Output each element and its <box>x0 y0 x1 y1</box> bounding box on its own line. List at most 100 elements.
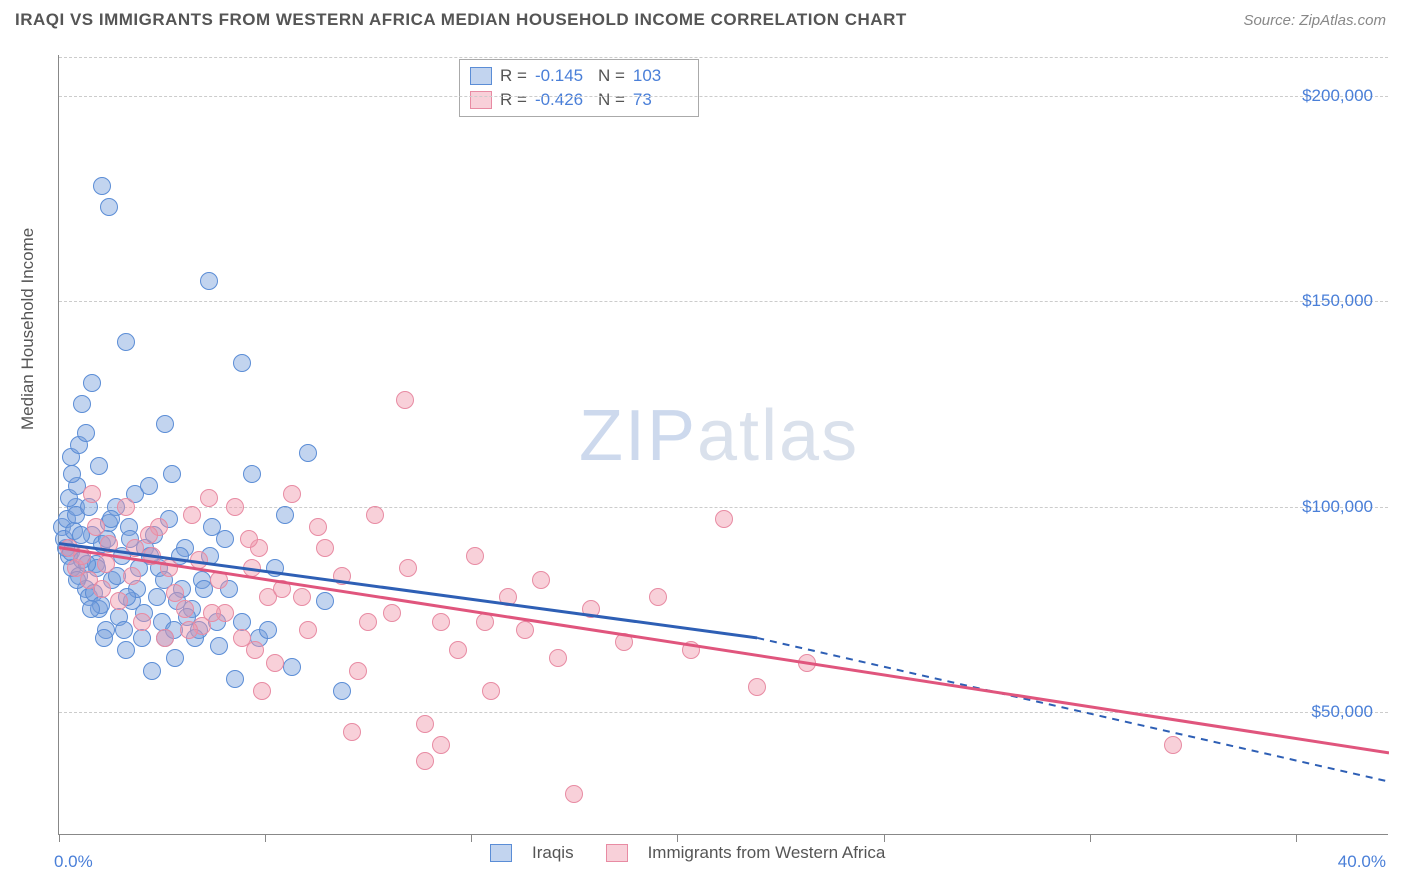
data-point <box>133 613 151 631</box>
data-point <box>140 477 158 495</box>
data-point <box>476 613 494 631</box>
swatch-series1 <box>470 67 492 85</box>
data-point <box>649 588 667 606</box>
data-point <box>316 592 334 610</box>
data-point <box>349 662 367 680</box>
data-point <box>1164 736 1182 754</box>
data-point <box>748 678 766 696</box>
data-point <box>383 604 401 622</box>
data-point <box>110 592 128 610</box>
legend-label-1: Iraqis <box>532 843 574 863</box>
n-value-2: 73 <box>633 90 688 110</box>
data-point <box>203 518 221 536</box>
data-point <box>333 682 351 700</box>
data-point <box>233 613 251 631</box>
data-point <box>156 629 174 647</box>
data-point <box>216 530 234 548</box>
data-point <box>299 444 317 462</box>
data-point <box>117 333 135 351</box>
y-axis-label: Median Household Income <box>18 228 38 430</box>
watermark-part1: ZIP <box>579 396 697 476</box>
n-value-1: 103 <box>633 66 688 86</box>
gridline <box>59 712 1388 713</box>
data-point <box>266 559 284 577</box>
data-point <box>203 604 221 622</box>
r-value-2: -0.426 <box>535 90 590 110</box>
data-point <box>226 670 244 688</box>
data-point <box>432 736 450 754</box>
legend-swatch-1 <box>490 844 512 862</box>
n-label-1: N = <box>598 66 625 86</box>
data-point <box>273 580 291 598</box>
data-point <box>87 518 105 536</box>
data-point <box>416 715 434 733</box>
data-point <box>166 649 184 667</box>
data-point <box>143 662 161 680</box>
data-point <box>266 654 284 672</box>
data-point <box>715 510 733 528</box>
swatch-series2 <box>470 91 492 109</box>
data-point <box>549 649 567 667</box>
data-point <box>83 485 101 503</box>
data-point <box>210 571 228 589</box>
data-point <box>333 567 351 585</box>
data-point <box>259 621 277 639</box>
data-point <box>140 526 158 544</box>
data-point <box>77 424 95 442</box>
data-point <box>83 374 101 392</box>
gridline <box>59 96 1388 97</box>
data-point <box>276 506 294 524</box>
data-point <box>283 658 301 676</box>
data-point <box>82 600 100 618</box>
data-point <box>615 633 633 651</box>
data-point <box>316 539 334 557</box>
bottom-legend: Iraqis Immigrants from Western Africa <box>490 843 885 863</box>
y-tick-label: $200,000 <box>1302 86 1373 106</box>
data-point <box>233 354 251 372</box>
data-point <box>243 465 261 483</box>
data-point <box>582 600 600 618</box>
gridline <box>59 301 1388 302</box>
data-point <box>309 518 327 536</box>
x-tick <box>884 834 885 842</box>
data-point <box>163 465 181 483</box>
data-point <box>90 457 108 475</box>
stats-box: R = -0.145 N = 103 R = -0.426 N = 73 <box>459 59 699 117</box>
x-tick <box>677 834 678 842</box>
data-point <box>226 498 244 516</box>
data-point <box>73 395 91 413</box>
data-point <box>100 535 118 553</box>
data-point <box>432 613 450 631</box>
data-point <box>93 177 111 195</box>
plot-area: ZIPatlas R = -0.145 N = 103 R = -0.426 N… <box>58 55 1388 835</box>
data-point <box>246 641 264 659</box>
data-point <box>176 600 194 618</box>
data-point <box>115 621 133 639</box>
data-point <box>93 580 111 598</box>
y-tick-label: $50,000 <box>1312 702 1373 722</box>
data-point <box>123 567 141 585</box>
data-point <box>117 641 135 659</box>
data-point <box>798 654 816 672</box>
x-min-label: 0.0% <box>54 852 93 872</box>
data-point <box>133 629 151 647</box>
data-point <box>100 198 118 216</box>
x-tick <box>471 834 472 842</box>
data-point <box>180 621 198 639</box>
data-point <box>466 547 484 565</box>
data-point <box>449 641 467 659</box>
data-point <box>682 641 700 659</box>
data-point <box>97 555 115 573</box>
data-point <box>148 588 166 606</box>
data-point <box>183 506 201 524</box>
data-point <box>516 621 534 639</box>
header: IRAQI VS IMMIGRANTS FROM WESTERN AFRICA … <box>0 0 1406 38</box>
data-point <box>156 415 174 433</box>
data-point <box>243 559 261 577</box>
data-point <box>166 584 184 602</box>
data-point <box>482 682 500 700</box>
data-point <box>416 752 434 770</box>
x-tick <box>1296 834 1297 842</box>
data-point <box>359 613 377 631</box>
gridline <box>59 507 1388 508</box>
